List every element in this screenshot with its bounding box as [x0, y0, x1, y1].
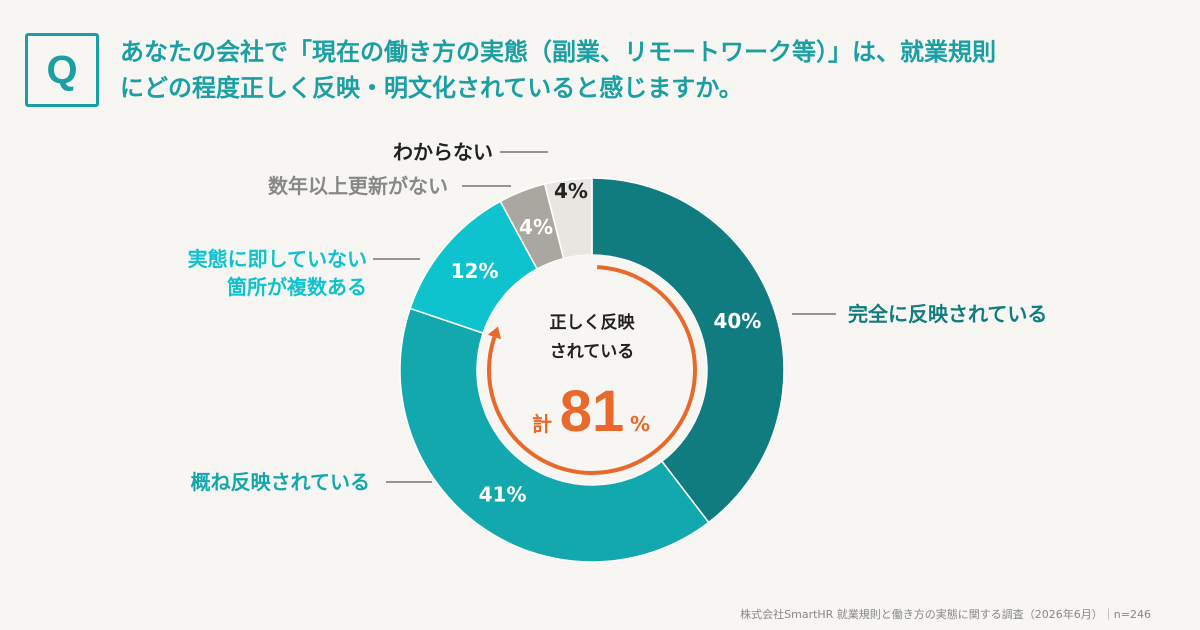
donut-center: 正しく反映 されている 計 81 % [477, 255, 707, 485]
slice-value-3: 12% [451, 259, 499, 283]
total-arrow-icon [487, 326, 502, 340]
center-prefix: 計 [532, 412, 552, 436]
source-footnote: 株式会社SmartHR 就業規則と働き方の実態に関する調査（2026年6月）｜n… [740, 608, 1151, 621]
slice-label-2: 概ね反映されている [191, 470, 370, 494]
donut-hole [477, 255, 707, 485]
slice-label-4: 数年以上更新がない [268, 174, 448, 198]
slice-value-5: 4% [554, 179, 588, 203]
center-line-2: されている [550, 342, 635, 362]
center-unit: % [630, 412, 650, 436]
slice-value-2: 41% [479, 483, 527, 507]
question-text: あなたの会社で「現在の働き方の実態（副業、リモートワーク等）」は、就業規則 にど… [120, 34, 1180, 106]
slice-label-1: 完全に反映されている [848, 302, 1047, 326]
total-arc [487, 265, 697, 475]
center-value: 81 [560, 379, 625, 444]
question-line-1: あなたの会社で「現在の働き方の実態（副業、リモートワーク等）」は、就業規則 [120, 38, 996, 66]
question-line-2: にどの程度正しく反映・明文化されていると感じますか。 [120, 74, 743, 102]
slice-value-1: 40% [713, 309, 761, 333]
slice-label-3-line-1: 実態に即していない [188, 247, 367, 271]
center-line-1: 正しく反映 [550, 312, 636, 333]
slice-label-3-line-2: 箇所が複数ある [227, 275, 367, 299]
q-badge: Q [25, 33, 99, 107]
slice-label-5: わからない [393, 140, 493, 164]
slice-value-4: 4% [519, 215, 553, 239]
q-mark: Q [46, 47, 78, 92]
donut-slices: 40% 41% 12% 4%4% [399, 177, 785, 563]
